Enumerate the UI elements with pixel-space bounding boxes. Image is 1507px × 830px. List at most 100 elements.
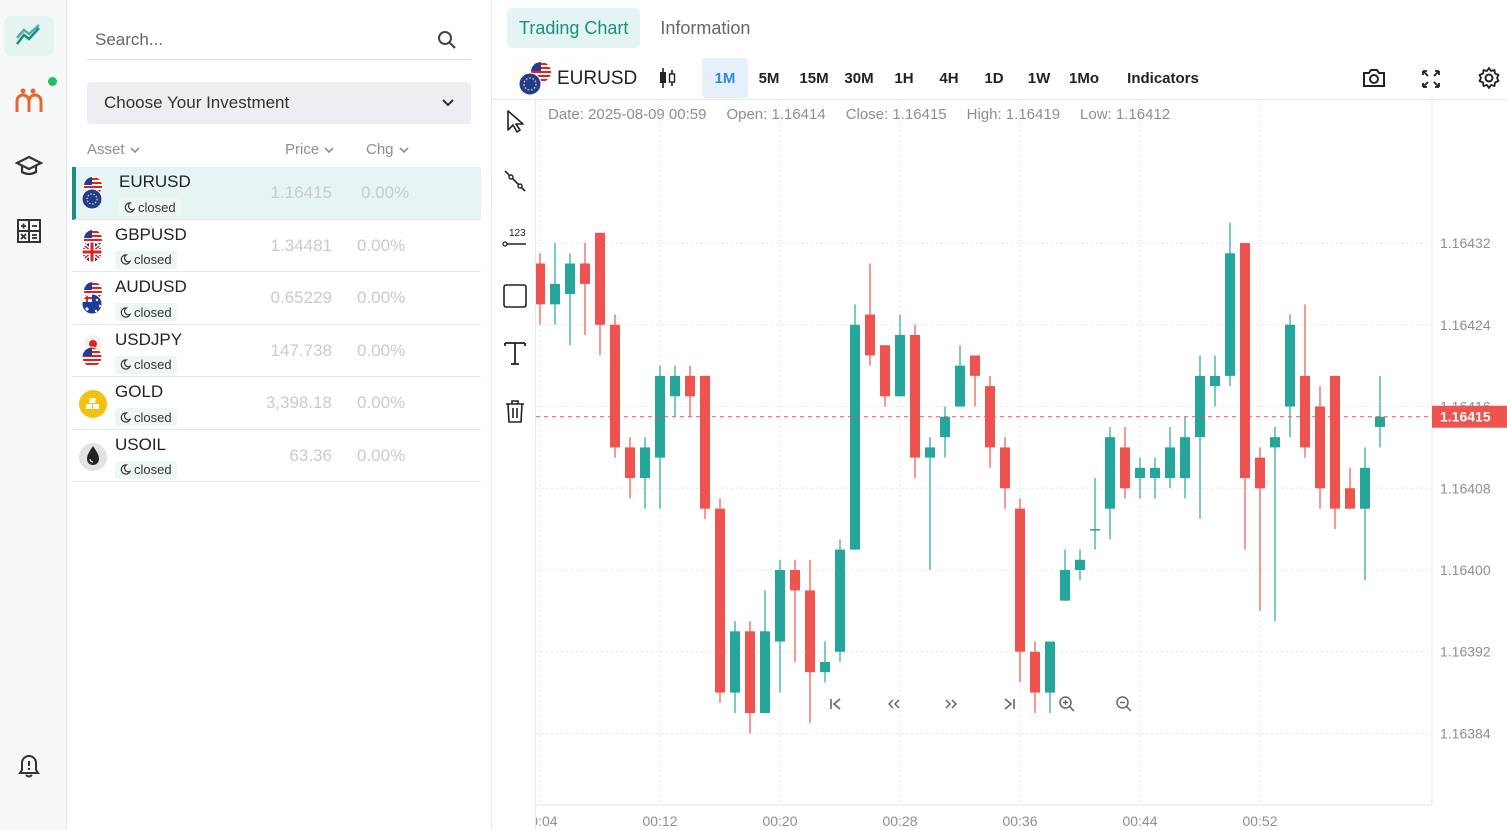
scroll-right-icon[interactable] — [941, 694, 961, 714]
asset-row-usdjpy[interactable]: USDJPY closed 147.738 0.00% — [72, 325, 481, 377]
education-icon — [15, 155, 43, 176]
zoom-out-icon[interactable] — [1114, 694, 1134, 714]
search-box — [87, 20, 471, 60]
chart-toolbar: EURUSD 1M 5M 15M 30M 1H 4H 1D 1W 1Mo Ind… — [492, 56, 1507, 100]
investment-select[interactable]: Choose Your Investment — [87, 82, 471, 124]
timeframe-5m[interactable]: 5M — [758, 69, 780, 87]
trend-line-icon[interactable] — [502, 168, 528, 194]
y-tick-label: 1.16408 — [1440, 480, 1491, 496]
chg-column-header[interactable]: Chg — [366, 141, 410, 158]
timeframe-15m[interactable]: 15M — [799, 69, 829, 87]
timeframe-1mo[interactable]: 1Mo — [1069, 69, 1099, 87]
timeframe-30m[interactable]: 30M — [844, 69, 874, 87]
scroll-left-icon[interactable] — [884, 694, 904, 714]
gear-icon[interactable] — [1477, 66, 1501, 90]
status-text: closed — [134, 252, 172, 267]
candlestick-chart[interactable]: 1.164321.164241.164161.164081.164001.163… — [536, 100, 1507, 830]
rail-chart-button[interactable] — [4, 16, 54, 56]
candle-body — [955, 365, 965, 407]
moon-icon — [120, 306, 131, 318]
candle-body — [1180, 437, 1190, 479]
x-tick-label: 00:20 — [762, 813, 797, 829]
brand-logo-icon — [15, 88, 43, 112]
rail-brand-button[interactable] — [4, 80, 54, 120]
ohlc-legend: Date: 2025-08-09 00:59 Open: 1.16414 Clo… — [548, 106, 1170, 123]
candle-body — [1210, 375, 1220, 387]
moon-icon — [124, 201, 135, 213]
candle-body — [1255, 457, 1265, 489]
search-icon[interactable] — [437, 30, 457, 50]
asset-column-header[interactable]: Asset — [87, 141, 141, 158]
indicators-button[interactable]: Indicators — [1127, 69, 1199, 87]
measure-icon[interactable]: 123 — [502, 224, 528, 250]
market-status-badge: closed — [115, 303, 177, 321]
rail-alerts-button[interactable] — [4, 746, 54, 786]
tab-information[interactable]: Information — [660, 17, 751, 38]
candle-body — [850, 324, 860, 550]
asset-row-gold[interactable]: GOLD closed 3,398.18 0.00% — [72, 377, 481, 430]
x-tick-label: 00:04 — [536, 813, 558, 829]
candle-body — [835, 549, 845, 652]
asset-row-eurusd[interactable]: EURUSD closed 1.16415 0.00% — [72, 167, 481, 220]
candle-body — [1030, 651, 1040, 693]
y-tick-label: 1.16400 — [1440, 562, 1491, 578]
chevron-down-icon — [129, 146, 140, 153]
calculator-icon — [17, 219, 41, 243]
chart-icon — [16, 24, 40, 45]
status-text: closed — [134, 304, 172, 320]
candle-body — [1330, 375, 1340, 509]
timeframe-1w[interactable]: 1W — [1027, 69, 1051, 87]
candle-body — [1165, 447, 1175, 479]
x-tick-label: 00:52 — [1242, 813, 1277, 829]
timeframe-1h[interactable]: 1H — [894, 69, 914, 87]
cursor-icon[interactable] — [502, 108, 528, 134]
asset-price: 3,398.18 — [265, 393, 332, 412]
rectangle-icon[interactable] — [502, 283, 528, 309]
candle-body — [625, 447, 635, 479]
candle-body — [1120, 447, 1130, 489]
asset-row-audusd[interactable]: AUDUSD closed 0.65229 0.00% — [72, 272, 481, 325]
candle-body — [895, 335, 905, 397]
fullscreen-icon[interactable] — [1421, 69, 1441, 89]
asset-price: 1.16415 — [270, 183, 332, 202]
asset-row-usoil[interactable]: USOIL closed 63.36 0.00% — [72, 430, 481, 482]
notification-badge — [48, 77, 57, 86]
camera-icon[interactable] — [1361, 66, 1387, 90]
zoom-in-icon[interactable] — [1057, 694, 1077, 714]
timeframe-4h[interactable]: 4H — [939, 69, 959, 87]
tab-trading-chart[interactable]: Trading Chart — [507, 8, 641, 48]
asset-symbol: USDJPY — [115, 329, 183, 349]
search-input[interactable] — [87, 29, 427, 50]
scroll-end-icon[interactable] — [999, 694, 1019, 714]
rail-education-button[interactable] — [4, 146, 54, 186]
timeframe-1m[interactable]: 1M — [702, 58, 748, 98]
price-column-header[interactable]: Price — [285, 141, 335, 158]
ohlc-open: Open: 1.16414 — [726, 106, 826, 123]
candle-body — [790, 570, 800, 591]
chg-column-label: Chg — [366, 141, 394, 158]
candle-body — [940, 416, 950, 438]
candle-body — [1075, 559, 1085, 570]
candle-body — [910, 335, 920, 458]
asset-symbol: GOLD — [115, 382, 164, 401]
candle-body — [745, 631, 755, 714]
timeframe-1d[interactable]: 1D — [984, 69, 1004, 87]
candle-body — [550, 283, 560, 305]
scroll-start-icon[interactable] — [826, 694, 846, 714]
asset-list: EURUSD closed 1.16415 0.00% GBPUSD close… — [72, 167, 481, 482]
candle-body — [970, 355, 980, 376]
asset-row-gbpusd[interactable]: GBPUSD closed 1.34481 0.00% — [72, 220, 481, 272]
asset-change: 0.00% — [361, 183, 410, 202]
x-tick-label: 00:44 — [1122, 813, 1157, 829]
trash-icon[interactable] — [502, 398, 528, 424]
chevron-down-icon — [324, 146, 334, 153]
view-tabs: Trading Chart Information — [507, 8, 762, 48]
candle-body — [536, 263, 545, 305]
rail-calculator-button[interactable] — [4, 211, 54, 251]
candle-body — [1045, 641, 1055, 693]
text-tool-icon[interactable] — [502, 340, 528, 366]
chart-symbol-label[interactable]: EURUSD — [557, 68, 638, 89]
candlestick-type-icon[interactable] — [657, 66, 677, 90]
asset-price: 1.34481 — [270, 235, 332, 255]
